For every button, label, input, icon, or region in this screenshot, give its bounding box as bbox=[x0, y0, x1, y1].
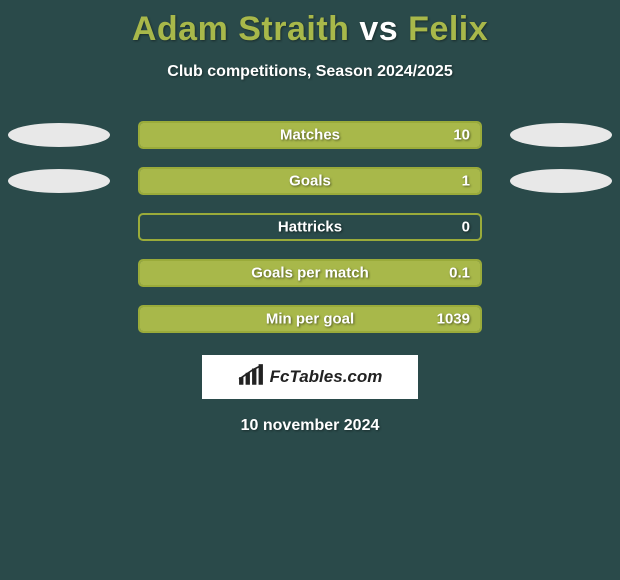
stat-row: Hattricks 0 bbox=[0, 213, 620, 241]
vs-separator: vs bbox=[359, 10, 398, 48]
stat-row: Min per goal 1039 bbox=[0, 305, 620, 333]
player1-marker bbox=[8, 169, 110, 193]
player1-marker bbox=[8, 123, 110, 147]
stat-value: 0 bbox=[462, 219, 470, 236]
stat-bar: Min per goal 1039 bbox=[138, 305, 482, 333]
stat-label: Hattricks bbox=[278, 219, 342, 236]
player2-marker bbox=[510, 169, 612, 193]
stat-bar: Goals per match 0.1 bbox=[138, 259, 482, 287]
stat-value: 0.1 bbox=[449, 265, 470, 282]
source-name: FcTables.com bbox=[270, 367, 383, 387]
player2-marker bbox=[510, 123, 612, 147]
date-caption: 10 november 2024 bbox=[241, 417, 380, 435]
stat-label: Min per goal bbox=[266, 311, 354, 328]
stat-value: 1039 bbox=[437, 311, 470, 328]
stat-label: Matches bbox=[280, 127, 340, 144]
stat-bar: Goals 1 bbox=[138, 167, 482, 195]
stat-bar: Matches 10 bbox=[138, 121, 482, 149]
stat-row: Goals 1 bbox=[0, 167, 620, 195]
stat-label: Goals per match bbox=[251, 265, 369, 282]
stat-rows: Matches 10 Goals 1 Hattricks 0 bbox=[0, 121, 620, 333]
comparison-widget: Adam Straith vs Felix Club competitions,… bbox=[0, 0, 620, 435]
stat-label: Goals bbox=[289, 173, 331, 190]
stat-value: 1 bbox=[462, 173, 470, 190]
stat-row: Goals per match 0.1 bbox=[0, 259, 620, 287]
player1-name: Adam Straith bbox=[132, 10, 350, 48]
stat-bar: Hattricks 0 bbox=[138, 213, 482, 241]
stat-value: 10 bbox=[453, 127, 470, 144]
stat-row: Matches 10 bbox=[0, 121, 620, 149]
source-badge[interactable]: FcTables.com bbox=[202, 355, 418, 399]
player2-name: Felix bbox=[408, 10, 488, 48]
page-title: Adam Straith vs Felix bbox=[132, 10, 488, 49]
subtitle: Club competitions, Season 2024/2025 bbox=[167, 63, 452, 81]
chart-icon bbox=[238, 364, 264, 391]
